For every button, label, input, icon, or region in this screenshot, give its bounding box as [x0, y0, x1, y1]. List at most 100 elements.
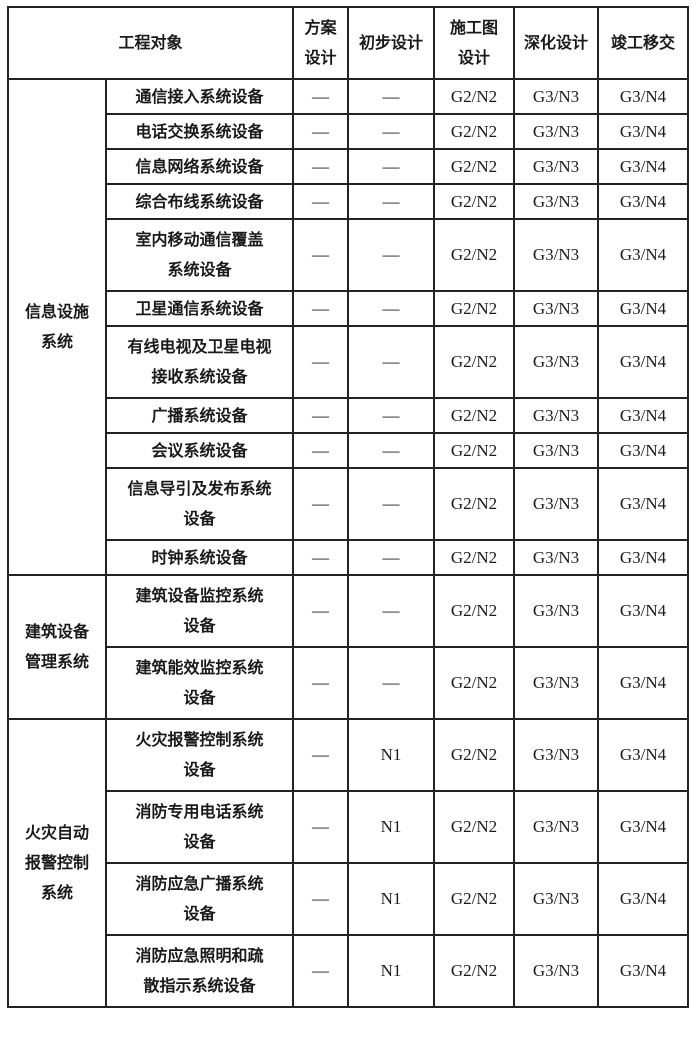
stage-value: N1: [347, 718, 436, 792]
stage-value: —: [347, 539, 436, 576]
stage-value: —: [292, 718, 350, 792]
item-name: 建筑能效监控系统 设备: [104, 646, 295, 720]
stage-value: —: [347, 432, 436, 469]
item-name: 室内移动通信覆盖 系统设备: [104, 218, 295, 292]
table-row: 信息导引及发布系统 设备 — — G2/N2 G3/N3 G3/N4: [8, 467, 690, 541]
stage-value: G3/N3: [513, 467, 600, 541]
stage-value: G3/N3: [513, 934, 600, 1008]
table-row: 卫星通信系统设备 — — G2/N2 G3/N3 G3/N4: [8, 290, 690, 327]
stage-value: —: [292, 539, 350, 576]
item-name: 信息网络系统设备: [104, 148, 295, 185]
stage-value: G3/N4: [597, 574, 690, 648]
table-row: 信息网络系统设备 — — G2/N2 G3/N3 G3/N4: [8, 148, 690, 185]
table-row: 有线电视及卫星电视 接收系统设备 — — G2/N2 G3/N3 G3/N4: [8, 325, 690, 399]
item-name: 会议系统设备: [104, 432, 295, 469]
stage-value: G3/N3: [513, 432, 600, 469]
stage-value: —: [292, 183, 350, 220]
stage-value: —: [292, 78, 350, 115]
stage-value: G2/N2: [433, 148, 516, 185]
stage-value: —: [347, 574, 436, 648]
stage-value: G3/N4: [597, 397, 690, 434]
table-row: 信息设施 系统 通信接入系统设备 — — G2/N2 G3/N3 G3/N4: [7, 78, 690, 576]
design-stage-table: 工程对象 方案 设计 初步设计 施工图 设计 深化设计 竣工移交 信息设施 系统…: [6, 6, 690, 1008]
stage-value: G3/N3: [513, 790, 600, 864]
stage-value: —: [292, 113, 350, 150]
item-name: 有线电视及卫星电视 接收系统设备: [104, 325, 295, 399]
table-row: 建筑设备 管理系统 建筑设备监控系统 设备 — — G2/N2 G3/N3 G3/N4: [7, 574, 690, 720]
stage-value: —: [292, 646, 350, 720]
stage-value: G3/N4: [597, 646, 690, 720]
stage-value: G3/N3: [513, 290, 600, 327]
stage-value: G3/N4: [597, 113, 690, 150]
item-name: 消防专用电话系统 设备: [104, 790, 295, 864]
group-name: 信息设施 系统: [7, 78, 107, 576]
stage-value: G3/N4: [597, 183, 690, 220]
stage-value: G3/N3: [513, 78, 600, 115]
stage-value: G2/N2: [433, 646, 516, 720]
group-name: 建筑设备 管理系统: [7, 574, 107, 720]
stage-value: G3/N3: [513, 325, 600, 399]
item-name: 火灾报警控制系统 设备: [104, 718, 295, 792]
table-row: 消防应急广播系统 设备 — N1 G2/N2 G3/N3 G3/N4: [8, 862, 690, 936]
stage-value: —: [292, 290, 350, 327]
stage-value: —: [292, 218, 350, 292]
stage-value: G3/N4: [597, 934, 690, 1008]
stage-value: G3/N4: [597, 790, 690, 864]
stage-value: G3/N4: [597, 290, 690, 327]
table-row: 建筑能效监控系统 设备 — — G2/N2 G3/N3 G3/N4: [8, 646, 690, 720]
table-row: 火灾自动 报警控制 系统 火灾报警控制系统 设备 — N1 G2/N2 G3/N3 G3/N…: [7, 718, 690, 1008]
stage-value: G2/N2: [433, 325, 516, 399]
item-name: 广播系统设备: [104, 397, 295, 434]
header-construction-drawing: 施工图 设计: [433, 6, 516, 80]
stage-value: G2/N2: [433, 290, 516, 327]
item-name: 消防应急照明和疏 散指示系统设备: [104, 934, 295, 1008]
item-name: 通信接入系统设备: [104, 78, 295, 115]
stage-value: G2/N2: [433, 78, 516, 115]
stage-value: G2/N2: [433, 790, 516, 864]
stage-value: G3/N3: [513, 646, 600, 720]
stage-value: G2/N2: [433, 113, 516, 150]
header-scheme-design: 方案 设计: [292, 6, 350, 80]
stage-value: G3/N4: [597, 718, 690, 792]
stage-value: —: [292, 432, 350, 469]
header-completion-handover: 竣工移交: [597, 6, 690, 80]
stage-value: N1: [347, 934, 436, 1008]
stage-value: N1: [347, 790, 436, 864]
header-deepening-design: 深化设计: [513, 6, 600, 80]
header-preliminary-design: 初步设计: [347, 6, 436, 80]
stage-value: —: [347, 325, 436, 399]
stage-value: —: [347, 113, 436, 150]
stage-value: —: [347, 467, 436, 541]
table-row: 综合布线系统设备 — — G2/N2 G3/N3 G3/N4: [8, 183, 690, 220]
stage-value: G3/N3: [513, 397, 600, 434]
table-row: 电话交换系统设备 — — G2/N2 G3/N3 G3/N4: [8, 113, 690, 150]
stage-value: G2/N2: [433, 397, 516, 434]
table-row: 广播系统设备 — — G2/N2 G3/N3 G3/N4: [8, 397, 690, 434]
table-row: 消防专用电话系统 设备 — N1 G2/N2 G3/N3 G3/N4: [8, 790, 690, 864]
stage-value: —: [347, 397, 436, 434]
stage-value: G3/N4: [597, 862, 690, 936]
table-row: 室内移动通信覆盖 系统设备 — — G2/N2 G3/N3 G3/N4: [8, 218, 690, 292]
stage-value: —: [347, 78, 436, 115]
stage-value: G3/N4: [597, 432, 690, 469]
stage-value: G2/N2: [433, 934, 516, 1008]
stage-value: G3/N3: [513, 148, 600, 185]
item-name: 卫星通信系统设备: [104, 290, 295, 327]
item-name: 信息导引及发布系统 设备: [104, 467, 295, 541]
item-name: 综合布线系统设备: [104, 183, 295, 220]
header-object: 工程对象: [6, 6, 295, 80]
stage-value: N1: [347, 862, 436, 936]
stage-value: —: [347, 218, 436, 292]
stage-value: —: [292, 467, 350, 541]
stage-value: —: [347, 148, 436, 185]
stage-value: G2/N2: [433, 574, 516, 648]
item-name: 时钟系统设备: [104, 539, 295, 576]
stage-value: G3/N4: [597, 218, 690, 292]
stage-value: —: [347, 183, 436, 220]
stage-value: —: [347, 290, 436, 327]
stage-value: G2/N2: [433, 467, 516, 541]
stage-value: G3/N3: [513, 718, 600, 792]
stage-value: G2/N2: [433, 183, 516, 220]
stage-value: G2/N2: [433, 432, 516, 469]
stage-value: G2/N2: [433, 539, 516, 576]
